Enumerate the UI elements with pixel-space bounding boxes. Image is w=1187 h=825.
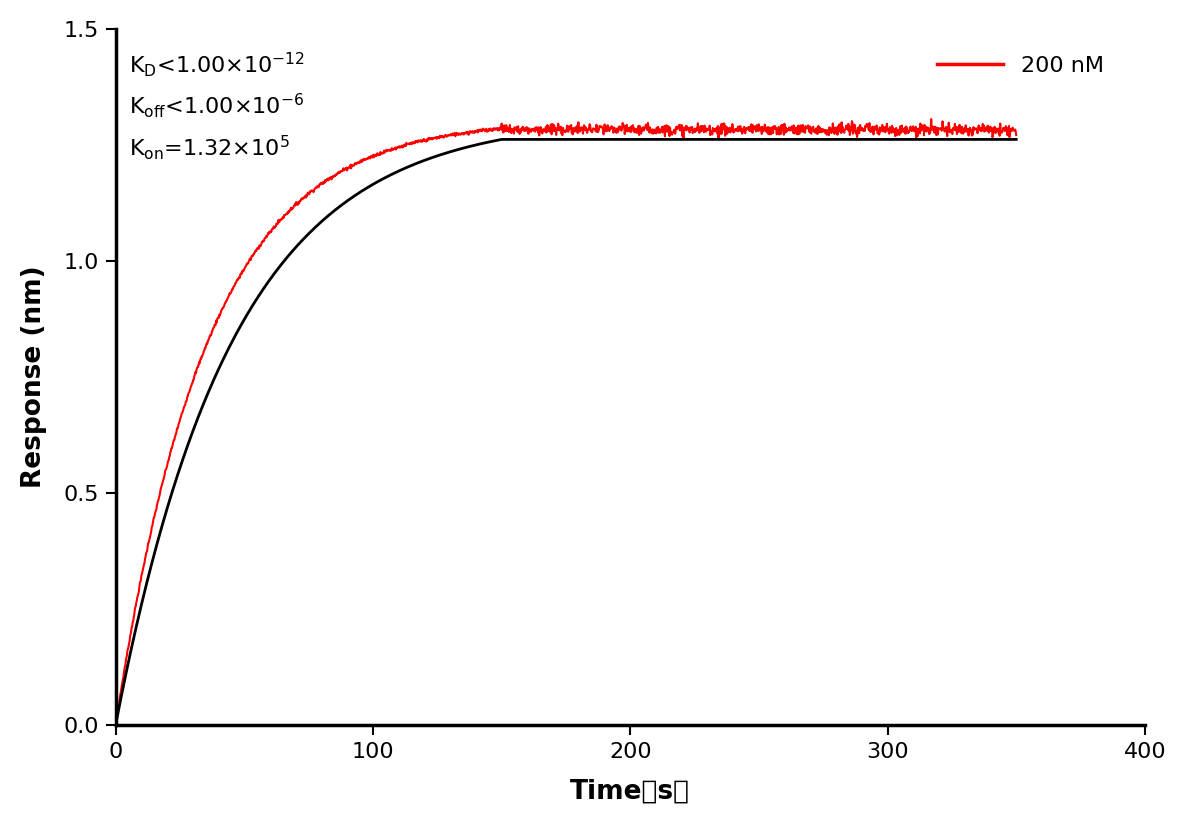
- Y-axis label: Response (nm): Response (nm): [21, 266, 46, 488]
- Text: $\mathrm{K_{off}}$<1.00×10$^{-6}$: $\mathrm{K_{off}}$<1.00×10$^{-6}$: [128, 92, 304, 120]
- Text: $\mathrm{K_{on}}$=1.32×10$^{5}$: $\mathrm{K_{on}}$=1.32×10$^{5}$: [128, 133, 290, 162]
- X-axis label: Time（s）: Time（s）: [570, 778, 691, 804]
- Legend: 200 nM: 200 nM: [928, 47, 1113, 85]
- Text: $\mathrm{K_D}$<1.00×10$^{-12}$: $\mathrm{K_D}$<1.00×10$^{-12}$: [128, 50, 305, 78]
